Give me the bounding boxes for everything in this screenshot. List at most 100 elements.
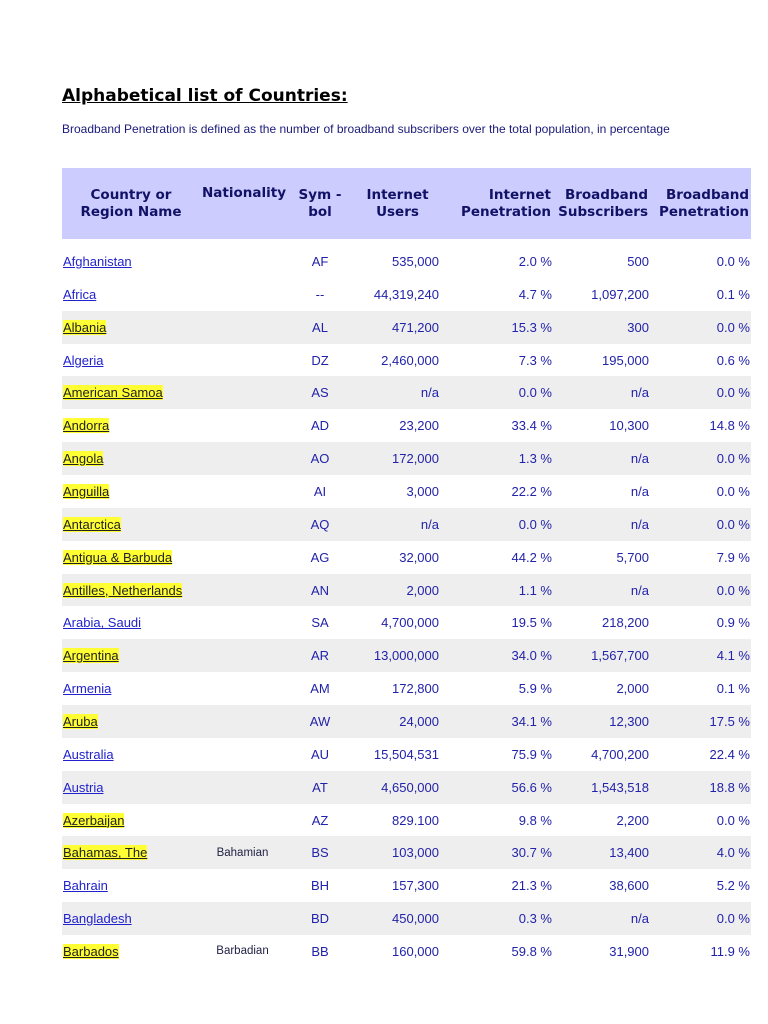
broadband-subscribers-cell: n/a (553, 442, 650, 476)
internet-users-cell: 13,000,000 (355, 639, 440, 673)
country-name-cell: Bangladesh (62, 902, 200, 936)
header-broadband-subscribers: Broadband Subscribers (553, 168, 650, 239)
nationality-cell (200, 245, 285, 278)
country-link[interactable]: Anguilla (63, 483, 110, 499)
internet-penetration-cell: 59.8 % (511, 943, 552, 959)
broadband-subscribers-cell: n/a (553, 573, 650, 607)
nationality-cell (200, 869, 285, 902)
country-link[interactable]: Armenia (63, 681, 112, 697)
country-name-cell: Algeria (62, 344, 200, 377)
countries-table: Country or Region Name Nationality Sym -… (62, 168, 751, 968)
country-link[interactable]: Albania (63, 319, 107, 335)
nationality-cell (200, 376, 285, 410)
broadband-penetration-cell: 5.2 % (716, 878, 750, 894)
internet-users-cell: 24,000 (355, 705, 440, 738)
broadband-penetration-cell: 17.5 % (650, 705, 751, 738)
internet-penetration-cell: 15.3 % (440, 310, 553, 344)
country-link[interactable]: Australia (63, 746, 114, 762)
table-row: Bangladesh BD 450,000 0.3 % n/a 0.0 % (62, 902, 751, 936)
country-link[interactable]: Argentina (63, 648, 119, 664)
symbol-cell: BH (310, 878, 330, 894)
internet-users-cell: 160,000 (392, 943, 439, 959)
broadband-subscribers-cell: 500 (627, 253, 649, 269)
broadband-penetration-cell: 0.0 % (650, 442, 751, 476)
symbol-cell: AU (310, 746, 330, 762)
internet-penetration-cell: 30.7 % (440, 836, 553, 870)
symbol-cell: AI (313, 483, 327, 499)
country-link[interactable]: Austria (63, 779, 104, 795)
nationality-cell (200, 310, 285, 344)
internet-penetration-cell: 1.3 % (440, 442, 553, 476)
description: Broadband Penetration is defined as the … (62, 122, 670, 136)
broadband-subscribers-cell: 195,000 (602, 352, 649, 368)
country-link[interactable]: Andorra (63, 418, 110, 434)
internet-users-cell: 2,000 (355, 573, 440, 607)
broadband-penetration-cell: 0.1 % (716, 681, 750, 697)
broadband-subscribers-cell: 1,097,200 (591, 286, 649, 302)
broadband-penetration-cell: 22.4 % (709, 746, 750, 762)
country-link[interactable]: Africa (63, 286, 97, 302)
internet-penetration-cell: 7.3 % (518, 352, 552, 368)
country-link[interactable]: Afghanistan (63, 253, 132, 269)
country-link[interactable]: Antarctica (63, 516, 121, 532)
symbol-cell: AZ (311, 812, 329, 828)
symbol-cell: AT (285, 770, 355, 804)
broadband-penetration-cell: 0.0 % (650, 507, 751, 541)
country-name-cell: American Samoa (62, 376, 200, 410)
internet-penetration-cell: 0.0 % (440, 507, 553, 541)
symbol-cell: AQ (285, 507, 355, 541)
country-name-cell: Argentina (62, 639, 200, 673)
country-name-cell: Armenia (62, 672, 200, 705)
nationality-cell: Barbadian (216, 945, 269, 958)
country-link[interactable]: American Samoa (63, 385, 163, 401)
broadband-penetration-cell: 0.0 % (650, 310, 751, 344)
internet-penetration-cell: 21.3 % (511, 878, 552, 894)
table-row: Algeria DZ 2,460,000 7.3 % 195,000 0.6 % (62, 344, 751, 377)
country-link[interactable]: Bahamas, The (63, 845, 148, 861)
symbol-cell: AS (285, 376, 355, 410)
country-link[interactable]: Aruba (63, 713, 98, 729)
country-name-cell: Antilles, Netherlands (62, 573, 200, 607)
symbol-cell: AN (285, 573, 355, 607)
internet-users-cell: n/a (355, 507, 440, 541)
country-name-cell: Angola (62, 442, 200, 476)
country-link[interactable]: Antilles, Netherlands (63, 582, 183, 598)
table-row: American Samoa AS n/a 0.0 % n/a 0.0 % (62, 376, 751, 410)
nationality-cell: Bahamian (200, 836, 285, 870)
internet-users-cell: 157,300 (392, 878, 439, 894)
country-link[interactable]: Antigua & Barbuda (63, 549, 173, 565)
country-name-cell: Antigua & Barbuda (62, 541, 200, 574)
country-name-cell: Bahrain (62, 869, 200, 902)
table-row: Australia AU 15,504,531 75.9 % 4,700,200 22.4… (62, 738, 751, 771)
broadband-subscribers-cell: 10,300 (609, 418, 649, 434)
broadband-penetration-cell: 0.1 % (716, 286, 750, 302)
country-link[interactable]: Bahrain (63, 878, 108, 894)
internet-users-cell: 15,504,531 (373, 746, 439, 762)
table-row: Barbados Barbadian BB 160,000 59.8 % 31,900 11… (62, 935, 751, 968)
country-link[interactable]: Azerbaijan (63, 812, 125, 828)
internet-users-cell: 172,000 (355, 442, 440, 476)
broadband-penetration-cell: 0.9 % (716, 615, 750, 631)
symbol-cell: AL (285, 310, 355, 344)
internet-penetration-cell: 34.1 % (440, 705, 553, 738)
internet-penetration-cell: 19.5 % (511, 615, 552, 631)
country-link[interactable]: Angola (63, 451, 104, 467)
broadband-subscribers-cell: 4,700,200 (591, 746, 649, 762)
table-row: Albania AL 471,200 15.3 % 300 0.0 % (62, 310, 751, 344)
internet-users-cell: 829.100 (392, 812, 439, 828)
internet-penetration-cell: 9.8 % (518, 812, 552, 828)
country-link[interactable]: Arabia, Saudi (63, 615, 142, 631)
header-country: Country or Region Name (62, 168, 200, 239)
nationality-cell (200, 573, 285, 607)
country-link[interactable]: Algeria (63, 352, 104, 368)
broadband-subscribers-cell: 300 (553, 310, 650, 344)
internet-penetration-cell: 33.4 % (511, 418, 552, 434)
country-link[interactable]: Bangladesh (63, 911, 132, 927)
country-name-cell: Anguilla (62, 475, 200, 508)
country-name-cell: Arabia, Saudi (62, 606, 200, 639)
nationality-cell (200, 507, 285, 541)
header-internet-users: Internet Users (355, 168, 440, 239)
country-link[interactable]: Barbados (63, 943, 119, 959)
symbol-cell: AM (310, 681, 330, 697)
